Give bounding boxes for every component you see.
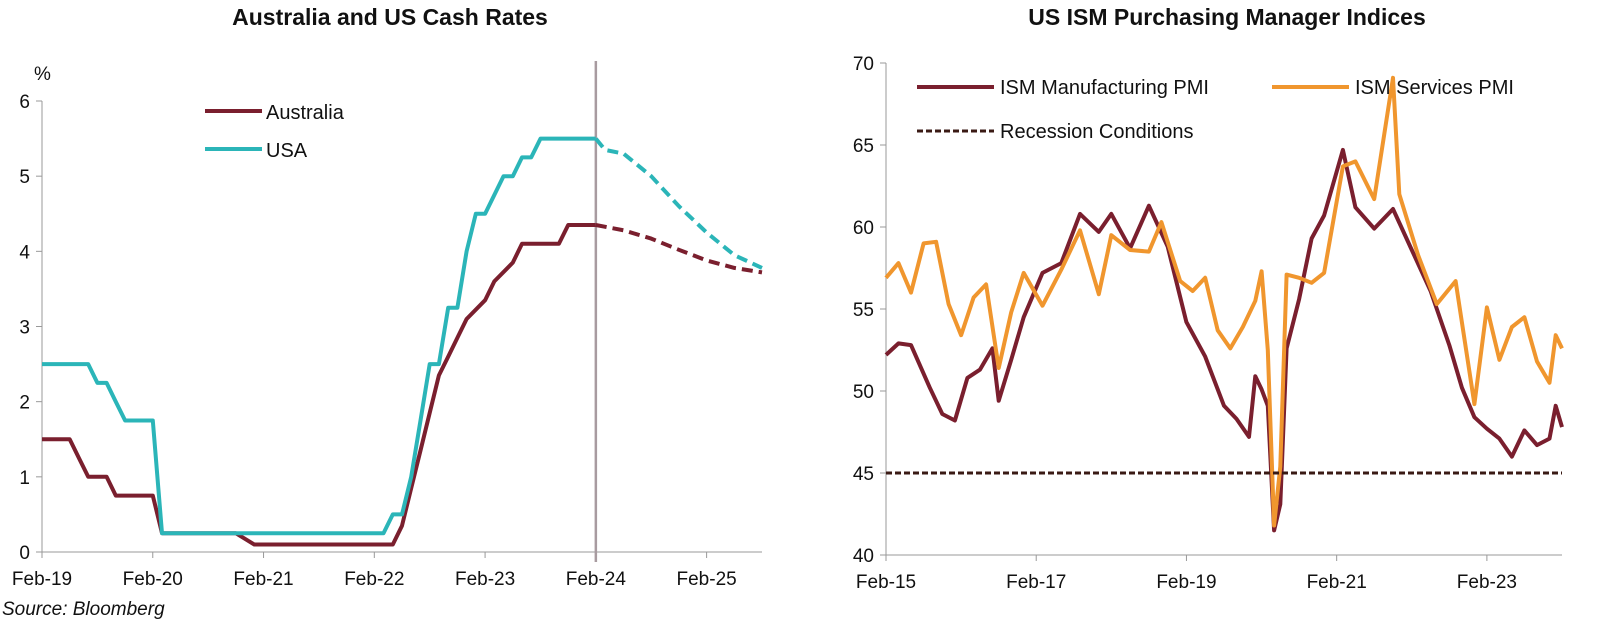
y-tick-label-45: 45 xyxy=(853,464,874,485)
series-line-ism-manufacturing-pmi xyxy=(884,147,1564,533)
series-line-australia xyxy=(42,223,596,547)
x-tick-label-feb-19: Feb-19 xyxy=(1156,572,1216,593)
chart-title-cash-rates: Australia and US Cash Rates xyxy=(232,4,548,30)
y-tick-label-50: 50 xyxy=(853,382,874,403)
series-line-usa xyxy=(42,136,596,536)
cash-rates-chart: Australia and US Cash Rates % 0 1 2 3 4 5 6 Fe… xyxy=(2,4,763,620)
legend-label-services: ISM Services PMI xyxy=(1355,77,1514,99)
y-tick-label-65: 65 xyxy=(853,136,874,157)
x-tick-label-feb-25: Feb-25 xyxy=(677,569,737,590)
y-tick-labels: 40 45 50 55 60 65 70 xyxy=(853,54,874,567)
y-tick-label-0: 0 xyxy=(19,543,30,564)
x-tick-label-feb-23: Feb-23 xyxy=(455,569,515,590)
axes xyxy=(36,61,762,562)
x-tick-labels: Feb-15 Feb-17 Feb-19 Feb-21 Feb-23 xyxy=(856,572,1517,593)
y-tick-label-60: 60 xyxy=(853,218,874,239)
x-tick-label-feb-21: Feb-21 xyxy=(1307,572,1367,593)
y-tick-label-5: 5 xyxy=(19,167,30,188)
source-note: Source: Bloomberg xyxy=(2,599,165,620)
x-tick-label-feb-21: Feb-21 xyxy=(233,569,293,590)
legend: ISM Manufacturing PMI ISM Services PMI R… xyxy=(917,77,1514,143)
x-tick-label-feb-15: Feb-15 xyxy=(856,572,916,593)
series-line-usa-dashed xyxy=(594,137,763,270)
y-tick-labels: 0 1 2 3 4 5 6 xyxy=(19,92,30,564)
y-tick-label-2: 2 xyxy=(19,393,30,414)
series-lines xyxy=(42,136,763,547)
y-tick-label-1: 1 xyxy=(19,468,30,489)
legend-label-manufacturing: ISM Manufacturing PMI xyxy=(1000,77,1209,99)
x-tick-label-feb-20: Feb-20 xyxy=(123,569,183,590)
x-tick-label-feb-17: Feb-17 xyxy=(1006,572,1066,593)
y-tick-label-6: 6 xyxy=(19,92,30,113)
legend-label-recession: Recession Conditions xyxy=(1000,121,1193,143)
y-tick-label-3: 3 xyxy=(19,318,30,339)
legend-label-usa: USA xyxy=(266,140,308,162)
legend-label-australia: Australia xyxy=(266,102,345,124)
y-tick-label-55: 55 xyxy=(853,300,874,321)
legend: Australia USA xyxy=(205,102,345,162)
ism-pmi-chart: US ISM Purchasing Manager Indices 40 45 50… xyxy=(853,4,1564,593)
x-tick-label-feb-23: Feb-23 xyxy=(1457,572,1517,593)
series-line-ism-services-pmi xyxy=(884,75,1564,528)
chart-title-ism: US ISM Purchasing Manager Indices xyxy=(1028,4,1426,30)
y-tick-label-4: 4 xyxy=(19,242,30,263)
y-tick-label-40: 40 xyxy=(853,546,874,567)
x-tick-labels: Feb-19 Feb-20 Feb-21 Feb-22 Feb-23 Feb-24 Feb-… xyxy=(12,569,737,590)
x-tick-label-feb-22: Feb-22 xyxy=(344,569,404,590)
x-tick-label-feb-24: Feb-24 xyxy=(566,569,627,590)
y-axis-unit-label: % xyxy=(34,64,51,85)
series-line-australia-dashed xyxy=(595,223,763,275)
y-tick-label-70: 70 xyxy=(853,54,874,75)
series-lines xyxy=(884,75,1564,533)
x-tick-label-feb-19: Feb-19 xyxy=(12,569,72,590)
